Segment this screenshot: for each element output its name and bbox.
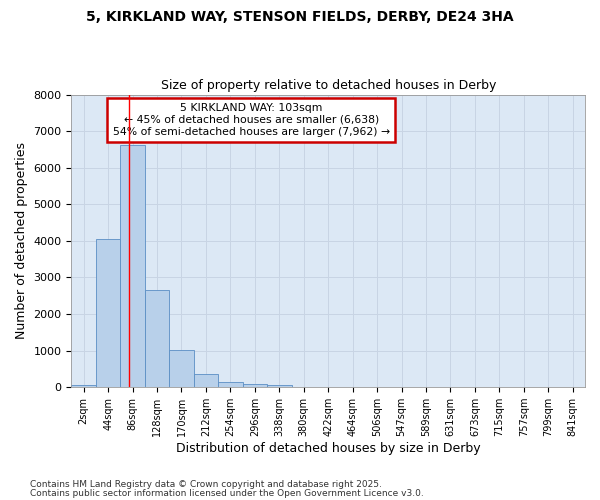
Bar: [267, 385, 292, 387]
Text: Contains HM Land Registry data © Crown copyright and database right 2025.: Contains HM Land Registry data © Crown c…: [30, 480, 382, 489]
Bar: [71, 384, 96, 387]
Bar: [242, 384, 267, 387]
Title: Size of property relative to detached houses in Derby: Size of property relative to detached ho…: [161, 79, 496, 92]
Bar: [169, 350, 194, 387]
X-axis label: Distribution of detached houses by size in Derby: Distribution of detached houses by size …: [176, 442, 481, 455]
Text: 5 KIRKLAND WAY: 103sqm
← 45% of detached houses are smaller (6,638)
54% of semi-: 5 KIRKLAND WAY: 103sqm ← 45% of detached…: [113, 104, 390, 136]
Bar: [96, 239, 121, 387]
Bar: [145, 290, 169, 387]
Bar: [194, 374, 218, 387]
Text: 5, KIRKLAND WAY, STENSON FIELDS, DERBY, DE24 3HA: 5, KIRKLAND WAY, STENSON FIELDS, DERBY, …: [86, 10, 514, 24]
Y-axis label: Number of detached properties: Number of detached properties: [15, 142, 28, 340]
Bar: [218, 382, 242, 387]
Text: Contains public sector information licensed under the Open Government Licence v3: Contains public sector information licen…: [30, 489, 424, 498]
Bar: [121, 145, 145, 387]
